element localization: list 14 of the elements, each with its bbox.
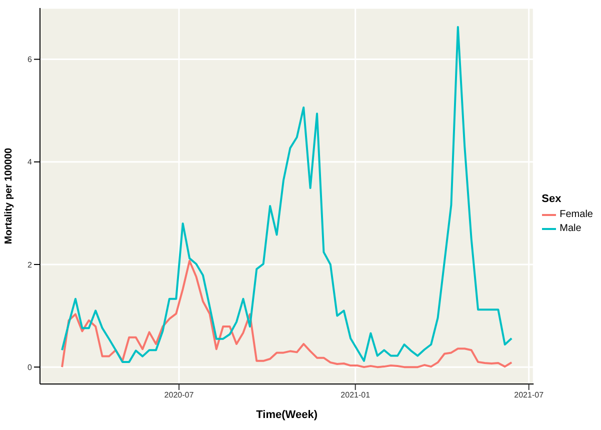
line-series (61, 26, 513, 363)
legend-label: Male (560, 223, 582, 234)
y-axis-title: Mortality per 100000 (4, 147, 15, 244)
x-axis-title: Time(Week) (256, 409, 318, 421)
x-tick-label: 2021-07 (514, 390, 544, 400)
y-tick-label: 4 (28, 158, 33, 167)
y-tick-label: 0 (28, 362, 33, 372)
y-tick-label: 2 (28, 260, 33, 270)
line-series (61, 260, 513, 368)
x-tick-label: 2020-07 (164, 390, 194, 400)
legend-label: Female (560, 209, 593, 220)
y-tick-label: 6 (28, 55, 33, 64)
x-tick-label: 2021-01 (340, 390, 371, 400)
legend-title: Sex (542, 193, 562, 205)
